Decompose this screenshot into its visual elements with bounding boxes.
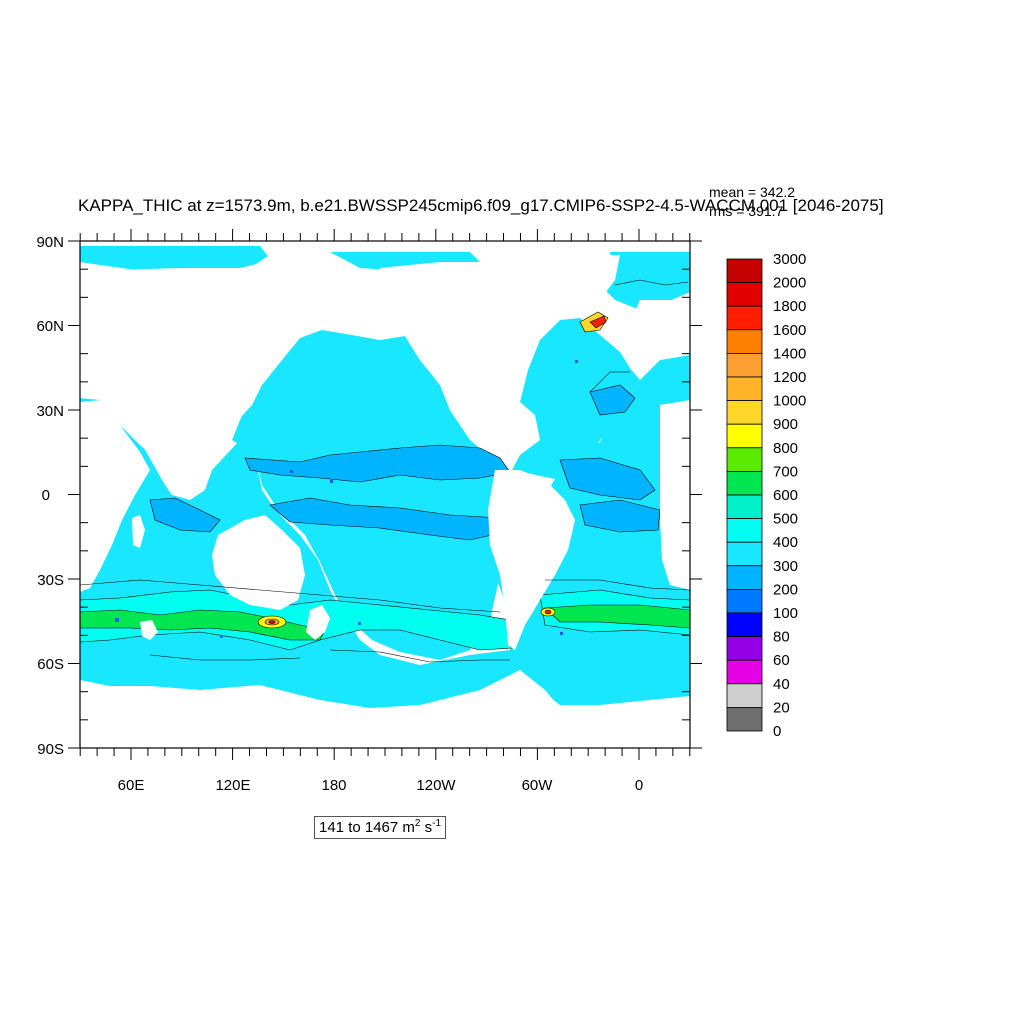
colorbar-label: 700	[773, 463, 798, 480]
lat-axis: 90N 60N 30N 0 30S 60S 90S	[36, 234, 64, 758]
lon-label: 60E	[118, 777, 145, 794]
colorbar-label: 1400	[773, 345, 806, 362]
unit-exponent: 2	[414, 818, 421, 829]
lat-label: 60S	[37, 656, 64, 673]
island-dots	[115, 360, 578, 638]
map-title: KAPPA_THIC at z=1573.9m, b.e21.BWSSP245c…	[78, 196, 884, 215]
unit-exponent: -1	[432, 818, 442, 829]
colorbar-swatch	[726, 636, 763, 661]
colorbar-swatch	[726, 258, 763, 284]
contour-lines	[80, 279, 690, 663]
colorbar-swatch	[726, 707, 763, 732]
lon-label: 60W	[522, 777, 554, 794]
colorbar-label: 1800	[773, 298, 806, 315]
colorbar-swatch	[726, 352, 763, 378]
colorbar-label: 3000	[773, 251, 806, 268]
land-masses	[80, 255, 690, 748]
lat-label: 0	[42, 487, 50, 504]
lon-axis: 60E 120E 180 120W 60W 0	[118, 777, 644, 794]
colorbar-label: 20	[773, 699, 790, 716]
colorbar-label: 40	[773, 676, 790, 693]
colorbar-label: 300	[773, 558, 798, 575]
colorbar-label: 1600	[773, 322, 806, 339]
range-text: 141 to 1467 m	[319, 819, 415, 836]
colorbar-swatch	[726, 589, 763, 614]
colorbar-swatch	[726, 683, 763, 708]
colorbar-swatch	[726, 282, 763, 307]
colorbar-swatch	[726, 541, 763, 567]
colorbar-label: 80	[773, 629, 790, 646]
colorbar-label: 900	[773, 416, 798, 433]
colorbar-swatch	[726, 329, 763, 354]
colorbar-swatch	[726, 494, 763, 520]
colorbar-label: 800	[773, 440, 798, 457]
colorbar-swatch	[726, 400, 763, 425]
colorbar-swatch	[726, 659, 763, 685]
lat-label: 90N	[36, 234, 64, 251]
colorbar-label: 1000	[773, 393, 806, 410]
colorbar-swatch	[726, 376, 763, 402]
lon-label: 180	[321, 777, 346, 794]
colorbar-swatch	[726, 423, 763, 449]
mean-value: mean = 342.2	[709, 184, 796, 200]
map-plot-area	[80, 241, 690, 748]
stats-block: mean = 342.2 rms = 391.7	[709, 183, 795, 221]
colorbar-label: 100	[773, 605, 798, 622]
lat-label: 30N	[36, 403, 64, 420]
lat-label: 30S	[37, 572, 64, 589]
low-diffusivity-zones	[149, 384, 661, 541]
colorbar-swatch	[726, 447, 763, 472]
colorbar-label: 0	[773, 723, 781, 740]
colorbar-swatch	[726, 565, 763, 590]
lat-label: 60N	[36, 318, 64, 335]
hot-spots	[257, 311, 609, 629]
lon-label: 120W	[416, 777, 456, 794]
colorbar-label: 200	[773, 581, 798, 598]
axis-ticks	[68, 229, 702, 760]
lon-label: 120E	[215, 777, 250, 794]
colorbar-label: 600	[773, 487, 798, 504]
colorbar-swatch	[726, 612, 763, 638]
colorbar: 3000200018001600140012001000900800700600…	[726, 251, 806, 740]
colorbar-swatch	[726, 518, 763, 543]
colorbar-label: 1200	[773, 369, 806, 386]
colorbar-swatch	[726, 470, 763, 496]
rms-value: rms = 391.7	[709, 203, 784, 219]
unit-seconds: s	[420, 819, 433, 836]
colorbar-label: 2000	[773, 275, 806, 292]
lat-label: 90S	[37, 741, 64, 758]
colorbar-swatch	[726, 305, 763, 331]
lon-label: 0	[635, 777, 643, 794]
colorbar-label: 60	[773, 652, 790, 669]
value-range-box: 141 to 1467 m2 s-1	[314, 816, 447, 839]
colorbar-label: 500	[773, 511, 798, 528]
colorbar-label: 400	[773, 534, 798, 551]
